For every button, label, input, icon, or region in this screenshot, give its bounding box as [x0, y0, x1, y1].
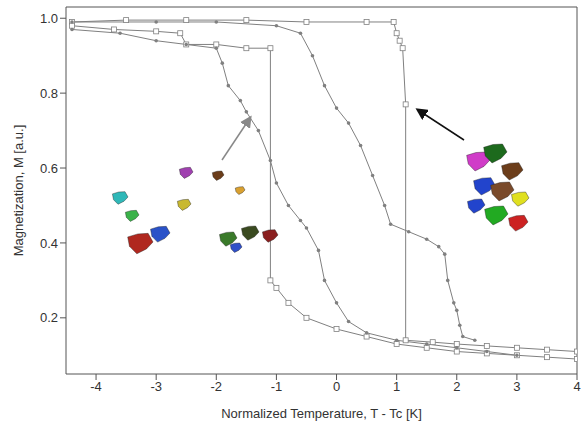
svg-text:-4: -4 [90, 379, 102, 394]
svg-text:4: 4 [573, 379, 580, 394]
svg-text:-3: -3 [150, 379, 162, 394]
svg-text:1: 1 [393, 379, 400, 394]
svg-text:0.8: 0.8 [40, 86, 58, 101]
svg-text:2: 2 [453, 379, 460, 394]
svg-text:0.2: 0.2 [40, 310, 58, 325]
svg-text:0: 0 [333, 379, 340, 394]
svg-text:0.4: 0.4 [40, 236, 58, 251]
svg-text:-2: -2 [211, 379, 223, 394]
svg-text:-1: -1 [271, 379, 283, 394]
svg-text:Magnetization, M [a.u.]: Magnetization, M [a.u.] [11, 125, 26, 257]
svg-text:1.0: 1.0 [40, 11, 58, 26]
svg-text:0.6: 0.6 [40, 161, 58, 176]
svg-text:Normalized Temperature, T - Tc: Normalized Temperature, T - Tc [K] [221, 406, 422, 421]
svg-text:3: 3 [513, 379, 520, 394]
